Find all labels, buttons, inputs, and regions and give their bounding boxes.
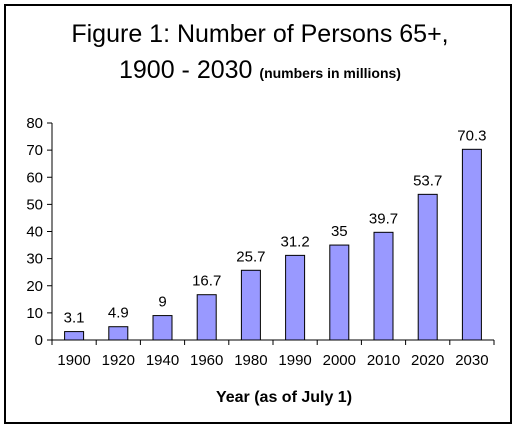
data-label: 3.1 — [64, 310, 85, 327]
x-tick-label: 1900 — [57, 352, 90, 369]
y-tick-label: 40 — [26, 224, 43, 241]
bar — [461, 148, 482, 341]
y-tick-label: 30 — [26, 251, 43, 268]
data-label: 16.7 — [192, 273, 221, 290]
x-tick-label: 1940 — [146, 352, 179, 369]
bar — [152, 315, 173, 341]
y-tick-label: 20 — [26, 278, 43, 295]
x-tick-label: 1920 — [102, 352, 135, 369]
data-label: 35 — [331, 223, 348, 240]
data-label: 9 — [158, 294, 166, 311]
chart-title-years: 1900 - 2030 — [119, 56, 253, 84]
x-tick-label: 2030 — [455, 352, 488, 369]
bar — [196, 294, 217, 341]
x-tick-label: 2020 — [411, 352, 444, 369]
y-tick-label: 60 — [26, 169, 43, 186]
bar — [64, 331, 85, 341]
bar — [285, 254, 306, 341]
y-tick-label: 50 — [26, 196, 43, 213]
x-axis-title: Year (as of July 1) — [216, 389, 352, 406]
data-label: 53.7 — [413, 172, 442, 189]
bar — [240, 269, 261, 341]
data-label: 31.2 — [280, 233, 309, 250]
x-tick-label: 2010 — [367, 352, 400, 369]
data-label: 70.3 — [457, 127, 486, 144]
data-label: 25.7 — [236, 248, 265, 265]
bar — [373, 231, 394, 341]
y-axis: 0 10 20 30 40 50 60 70 80 — [26, 115, 53, 349]
x-tick-label: 1980 — [234, 352, 267, 369]
chart-subtitle: (numbers in millions) — [259, 65, 401, 81]
y-tick-label: 10 — [26, 305, 43, 322]
bar — [417, 193, 438, 341]
x-tick-label: 1960 — [190, 352, 223, 369]
chart-title-line2: 1900 - 2030 (numbers in millions) — [0, 56, 520, 85]
bar — [108, 326, 129, 341]
x-tick-label: 1990 — [278, 352, 311, 369]
bar — [329, 244, 350, 341]
chart-title: Figure 1: Number of Persons 65+, — [71, 20, 449, 48]
bars — [64, 148, 482, 341]
y-tick-label: 0 — [35, 332, 43, 349]
x-tick-label: 2000 — [323, 352, 356, 369]
data-label: 39.7 — [369, 210, 398, 227]
data-labels: 3.1 4.9 9 16.7 25.7 31.2 35 39.7 53.7 70.3 — [64, 127, 487, 326]
data-label: 4.9 — [108, 305, 129, 322]
x-axis: 1900 1920 1940 1960 1980 1990 2000 2010 2020 2030 — [51, 339, 495, 369]
y-tick-label: 80 — [26, 115, 43, 132]
y-tick-label: 70 — [26, 142, 43, 159]
